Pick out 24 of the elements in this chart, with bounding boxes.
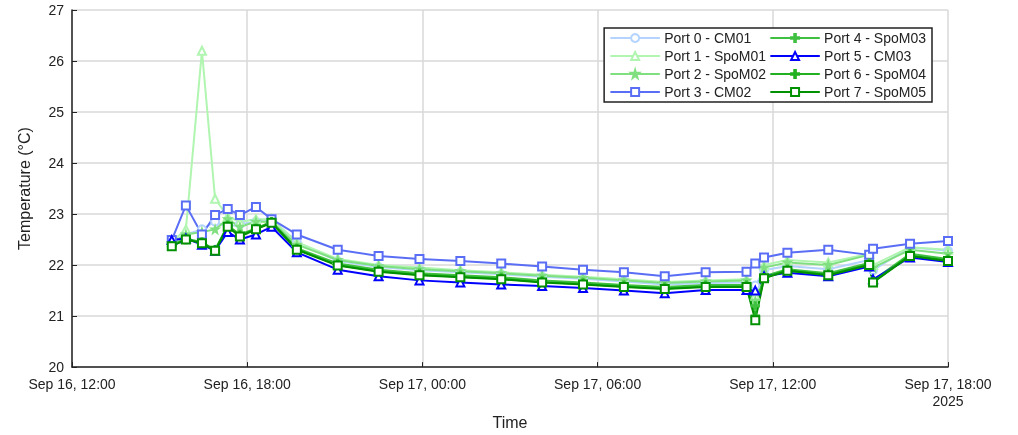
legend-label: Port 2 - SpoM02 <box>664 66 767 82</box>
legend-label: Port 4 - SpoM03 <box>824 30 927 46</box>
y-axis-title: Temperature (°C) <box>15 127 33 250</box>
y-tick-label: 25 <box>48 104 65 121</box>
legend-label: Port 7 - SpoM05 <box>824 84 927 100</box>
x-axis-title: Time <box>492 413 528 431</box>
y-tick-label: 20 <box>48 359 65 376</box>
x-tick-label: Sep 17, 12:00 <box>729 375 817 392</box>
x-tick-label: Sep 17, 00:00 <box>378 375 467 392</box>
legend-label: Port 0 - CM01 <box>664 30 752 46</box>
x-tick-label: Sep 17, 06:00 <box>554 375 642 392</box>
y-tick-label: 26 <box>48 53 65 70</box>
x-tick-label: Sep 16, 12:00 <box>28 375 116 392</box>
legend-label: Port 5 - CM03 <box>824 48 912 64</box>
y-tick-label: 23 <box>48 206 65 223</box>
legend-label: Port 6 - SpoM04 <box>824 66 927 82</box>
y-tick-label: 21 <box>48 308 65 325</box>
y-tick-label: 22 <box>48 257 65 274</box>
x-tick-label: Sep 16, 18:00 <box>203 375 292 392</box>
y-tick-label: 24 <box>48 155 65 172</box>
x-tick-label: Sep 17, 18:00 2025 <box>904 375 992 409</box>
legend-label: Port 1 - SpoM01 <box>664 48 767 64</box>
legend-label: Port 3 - CM02 <box>664 84 752 100</box>
y-tick-label: 27 <box>48 2 65 18</box>
